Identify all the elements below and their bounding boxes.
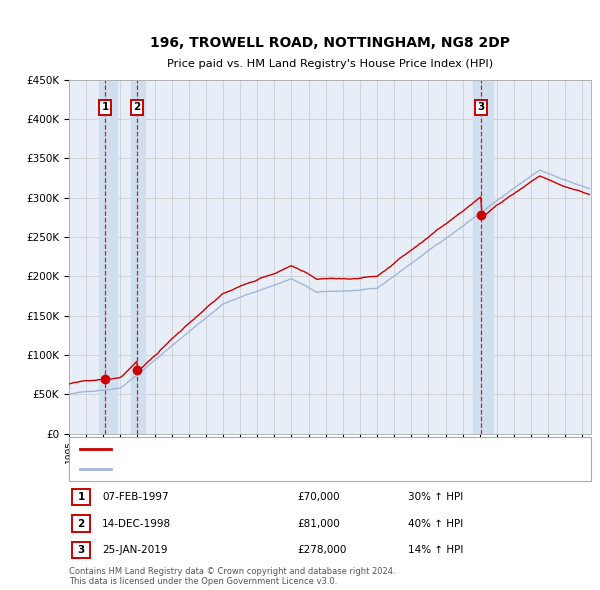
- Text: £278,000: £278,000: [297, 545, 346, 555]
- Text: 14-DEC-1998: 14-DEC-1998: [102, 519, 171, 529]
- Text: 196, TROWELL ROAD, NOTTINGHAM, NG8 2DP: 196, TROWELL ROAD, NOTTINGHAM, NG8 2DP: [150, 36, 510, 50]
- Text: 07-FEB-1997: 07-FEB-1997: [102, 492, 169, 502]
- Text: 1: 1: [77, 492, 85, 502]
- Text: Contains HM Land Registry data © Crown copyright and database right 2024.
This d: Contains HM Land Registry data © Crown c…: [69, 567, 395, 586]
- Text: 3: 3: [478, 102, 485, 112]
- Bar: [99, 80, 117, 434]
- Text: HPI: Average price, detached house, City of Nottingham: HPI: Average price, detached house, City…: [117, 464, 396, 474]
- Text: 2: 2: [77, 519, 85, 529]
- Bar: [131, 80, 145, 434]
- Bar: [473, 80, 493, 434]
- Text: 14% ↑ HPI: 14% ↑ HPI: [408, 545, 463, 555]
- Text: 30% ↑ HPI: 30% ↑ HPI: [408, 492, 463, 502]
- Text: 1: 1: [101, 102, 109, 112]
- Text: 196, TROWELL ROAD, NOTTINGHAM, NG8 2DP (detached house): 196, TROWELL ROAD, NOTTINGHAM, NG8 2DP (…: [117, 444, 439, 454]
- Text: 3: 3: [77, 545, 85, 555]
- Text: £70,000: £70,000: [297, 492, 340, 502]
- Text: Price paid vs. HM Land Registry's House Price Index (HPI): Price paid vs. HM Land Registry's House …: [167, 60, 493, 69]
- Text: £81,000: £81,000: [297, 519, 340, 529]
- Text: 2: 2: [133, 102, 140, 112]
- Text: 25-JAN-2019: 25-JAN-2019: [102, 545, 167, 555]
- Text: 40% ↑ HPI: 40% ↑ HPI: [408, 519, 463, 529]
